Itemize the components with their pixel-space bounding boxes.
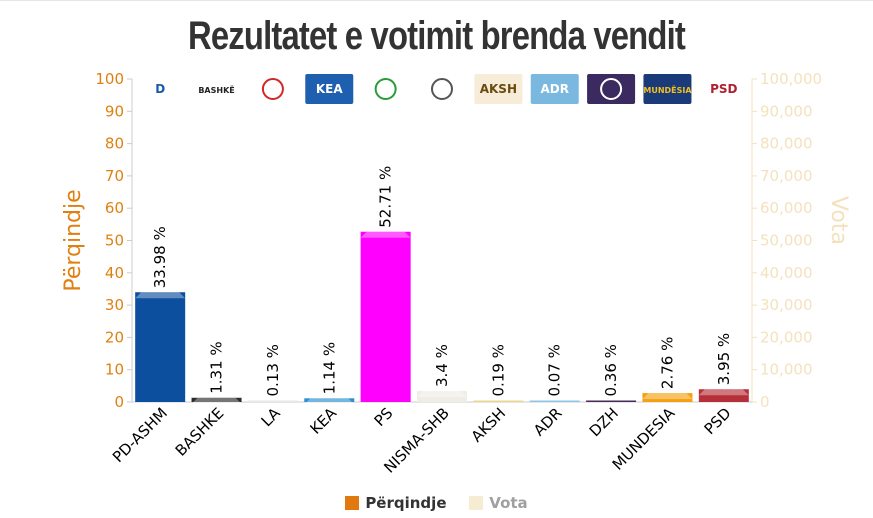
x-tick-label: PSD <box>701 404 735 438</box>
data-label: 2.76 % <box>658 337 676 389</box>
pd-logo-icon: D <box>136 74 185 104</box>
bar-aksh <box>473 400 524 402</box>
y-tick-label: 80 <box>105 135 124 153</box>
data-label: 1.31 % <box>208 341 226 393</box>
y-tick-label: 100 <box>95 70 124 88</box>
bar-adr <box>529 400 580 402</box>
y2-tick-label: 50,000 <box>760 232 813 250</box>
legend-item-votes[interactable]: Vota <box>469 494 528 512</box>
y-tick-label: 60 <box>105 199 124 217</box>
y2-tick-label: 10,000 <box>760 361 813 379</box>
y-tick-label: 40 <box>105 264 124 282</box>
bar-mundesia <box>642 393 693 402</box>
svg-text:AKSH: AKSH <box>480 82 517 96</box>
x-tick-label: LA <box>258 404 285 431</box>
aksh-logo-icon: AKSH <box>474 74 523 104</box>
mundesia-logo-icon: MUNDËSIA <box>643 74 692 104</box>
y2-tick-label: 70,000 <box>760 167 813 185</box>
svg-text:KEA: KEA <box>316 82 343 96</box>
la-logo-icon <box>248 74 297 104</box>
legend-label-percent: Përqindje <box>365 494 447 512</box>
x-tick-label: DZH <box>586 404 622 440</box>
y2-axis-title: Vota <box>826 196 851 245</box>
data-label: 0.19 % <box>489 344 507 396</box>
nisma-logo-icon <box>418 74 466 104</box>
bar-highlight <box>135 292 186 299</box>
data-label: 3.95 % <box>715 333 733 385</box>
bar-highlight <box>304 398 355 405</box>
y2-tick-label: 100,000 <box>760 70 822 88</box>
data-label: 1.14 % <box>320 342 338 394</box>
y-tick-label: 90 <box>105 102 124 120</box>
legend: Përqindje Vota <box>0 494 873 514</box>
x-tick-label: KEA <box>306 404 340 438</box>
kea-logo-icon: KEA <box>305 74 354 104</box>
data-label: 0.13 % <box>264 344 282 396</box>
bar-bashke <box>191 397 242 402</box>
bar-psd <box>698 389 749 402</box>
x-tick-label: ADR <box>530 404 566 440</box>
y-tick-label: 30 <box>105 296 124 314</box>
y2-tick-label: 90,000 <box>760 102 813 120</box>
legend-item-percent[interactable]: Përqindje <box>345 494 447 512</box>
legend-label-votes: Vota <box>489 494 528 512</box>
bar-highlight <box>642 393 693 400</box>
psd-logo-icon: PSD <box>699 74 748 104</box>
y2-tick-label: 60,000 <box>760 199 813 217</box>
svg-text:BASHKË: BASHKË <box>198 85 234 95</box>
data-label: 52.71 % <box>377 166 395 228</box>
y2-tick-label: 30,000 <box>760 296 813 314</box>
bar-highlight <box>360 231 411 238</box>
svg-text:MUNDËSIA: MUNDËSIA <box>643 85 692 95</box>
bar-kea <box>304 398 355 402</box>
svg-text:PSD: PSD <box>710 82 737 96</box>
legend-swatch-votes <box>469 496 484 510</box>
bar-ps <box>360 231 411 402</box>
y2-tick-label: 80,000 <box>760 135 813 153</box>
bar-highlight <box>417 391 467 398</box>
y-axis-title: Përqindje <box>61 189 86 291</box>
data-label: 0.36 % <box>602 344 620 396</box>
data-label: 3.4 % <box>433 344 451 387</box>
svg-text:D: D <box>155 82 165 96</box>
chart-title: Rezultatet e votimit brenda vendit <box>187 14 686 58</box>
ps-logo-icon <box>361 74 410 104</box>
y-tick-label: 0 <box>114 393 124 411</box>
bashke-logo-icon: BASHKË <box>192 74 241 104</box>
x-tick-label: PS <box>371 404 397 430</box>
y-tick-label: 10 <box>105 361 124 379</box>
bar-dzh <box>586 400 637 402</box>
data-label: 33.98 % <box>151 226 169 288</box>
bar-pd-ashm <box>135 292 186 402</box>
bar-highlight <box>698 389 749 396</box>
y2-tick-label: 0 <box>760 393 770 411</box>
legend-swatch-percent <box>345 496 360 510</box>
x-tick-label: PD-ASHM <box>109 404 171 466</box>
y-tick-label: 20 <box>105 328 124 346</box>
bar-nisma-shb <box>417 391 467 402</box>
svg-text:ADR: ADR <box>540 82 569 96</box>
x-tick-label: AKSH <box>468 404 510 446</box>
bar-highlight <box>191 397 242 404</box>
y2-tick-label: 40,000 <box>760 264 813 282</box>
dzh-logo-icon <box>587 74 636 104</box>
adr-logo-icon: ADR <box>530 74 579 104</box>
y2-tick-label: 20,000 <box>760 328 813 346</box>
x-tick-label: BASHKE <box>172 404 228 460</box>
bar-la <box>247 400 298 402</box>
y-tick-label: 50 <box>105 232 124 250</box>
data-label: 0.07 % <box>546 344 564 396</box>
x-tick-label: MUNDESIA <box>609 404 679 474</box>
y-tick-label: 70 <box>105 167 124 185</box>
top-divider <box>0 0 873 1</box>
